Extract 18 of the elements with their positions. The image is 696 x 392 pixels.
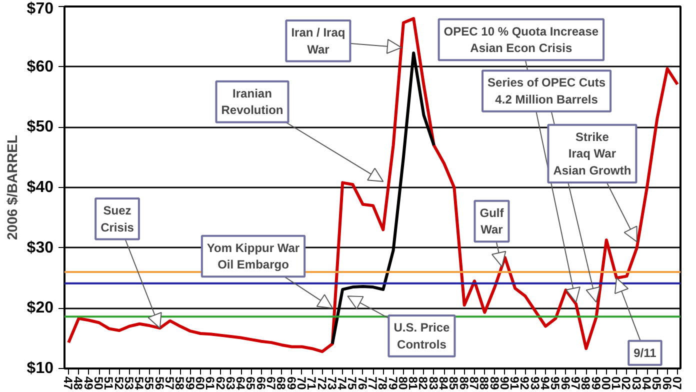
y-tick-label: $40 [26, 179, 54, 196]
annotation: Yom Kippur War Oil Embargo [206, 240, 300, 272]
y-tick-label: $50 [26, 118, 54, 136]
annotation: OPEC 10 % Quota Increase Asian Econ Crisis [444, 24, 599, 56]
y-tick-label: $20 [26, 300, 54, 317]
y-axis-title: 2006 $/BARREL [4, 134, 20, 240]
annotation: 9/11 [634, 346, 657, 360]
y-tick-label: $30 [26, 239, 54, 256]
y-tick-label: $70 [26, 0, 54, 18]
y-tick-label: $10 [26, 360, 54, 377]
y-tick-label: $60 [26, 58, 54, 76]
annotation: Series of OPEC Cuts 4.2 Million Barrels [488, 76, 606, 106]
annotation: U.S. Price Controls [394, 320, 450, 352]
annotation: Iranian Revolution [221, 86, 284, 118]
annotation: Suez Crisis [100, 203, 134, 234]
annotation: Strike Iraq War Asian Growth [553, 130, 632, 178]
annotation: Gulf War [480, 206, 505, 237]
annotation: Iran / Iraq War [291, 25, 346, 56]
